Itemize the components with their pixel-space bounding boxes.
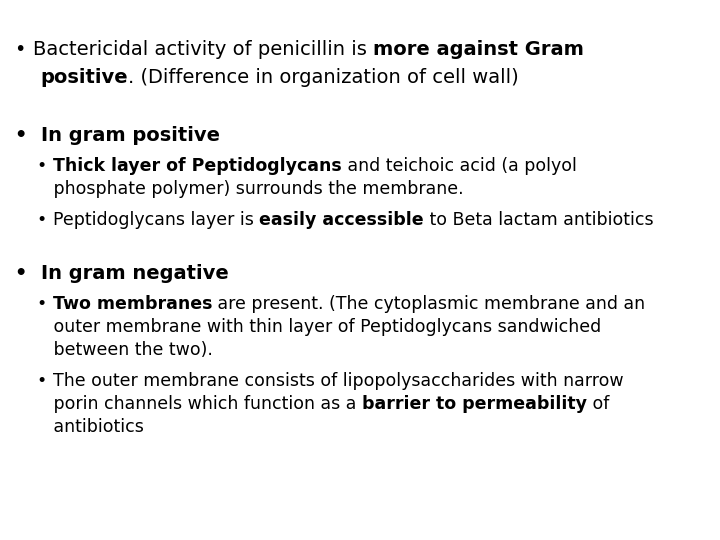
Text: more against Gram: more against Gram	[373, 40, 584, 59]
Text: . (Difference in organization of cell wall): . (Difference in organization of cell wa…	[127, 68, 518, 87]
Text: •: •	[15, 295, 53, 313]
Text: and teichoic acid (a polyol: and teichoic acid (a polyol	[341, 157, 577, 175]
Text: porin channels which function as a: porin channels which function as a	[15, 395, 362, 413]
Text: are present. (The cytoplasmic membrane and an: are present. (The cytoplasmic membrane a…	[212, 295, 645, 313]
Text: Bactericidal activity of penicillin is: Bactericidal activity of penicillin is	[32, 40, 373, 59]
Text: Two membranes: Two membranes	[53, 295, 212, 313]
Text: •: •	[15, 157, 53, 175]
Text: barrier to permeability: barrier to permeability	[362, 395, 587, 413]
Text: to Beta lactam antibiotics: to Beta lactam antibiotics	[424, 211, 653, 229]
Text: antibiotics: antibiotics	[15, 418, 144, 436]
Text: easily accessible: easily accessible	[259, 211, 424, 229]
Text: In gram positive: In gram positive	[41, 126, 220, 145]
Text: phosphate polymer) surrounds the membrane.: phosphate polymer) surrounds the membran…	[15, 180, 464, 198]
Text: between the two).: between the two).	[15, 341, 213, 359]
Text: •: •	[15, 372, 53, 390]
Text: outer membrane with thin layer of Peptidoglycans sandwiched: outer membrane with thin layer of Peptid…	[15, 318, 601, 336]
Text: Thick layer of Peptidoglycans: Thick layer of Peptidoglycans	[53, 157, 341, 175]
Text: •: •	[15, 126, 41, 145]
Text: The outer membrane consists of lipopolysaccharides with narrow: The outer membrane consists of lipopolys…	[53, 372, 624, 390]
Text: •: •	[15, 40, 32, 59]
Text: of: of	[587, 395, 609, 413]
Text: In gram negative: In gram negative	[41, 264, 229, 283]
Text: Peptidoglycans layer is: Peptidoglycans layer is	[53, 211, 259, 229]
Text: •: •	[15, 264, 41, 283]
Text: •: •	[15, 211, 53, 229]
Text: positive: positive	[40, 68, 127, 87]
